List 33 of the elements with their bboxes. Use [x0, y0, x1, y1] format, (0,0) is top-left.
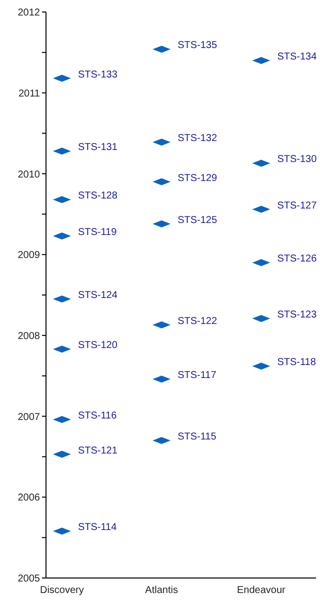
annotation: STS-132 [178, 133, 218, 144]
annotation: STS-128 [78, 190, 118, 202]
y-tick-label: 2005 [18, 574, 40, 585]
y-tick-label: 2008 [18, 330, 40, 342]
annotation: STS-134 [277, 52, 318, 63]
annotation: STS-124 [78, 290, 118, 302]
y-tick-label: 2012 [18, 8, 40, 19]
annotation: STS-117 [178, 370, 217, 382]
annotation: STS-116 [78, 410, 118, 422]
annotation: STS-115 [178, 432, 217, 443]
annotation: STS-133 [78, 69, 118, 80]
x-tick-label: Atlantis [145, 585, 178, 596]
annotation: STS-122 [178, 316, 218, 327]
annotation: STS-131 [78, 142, 118, 154]
x-tick-label: Discovery [40, 585, 84, 596]
annotation: STS-135 [178, 40, 218, 52]
annotation: STS-129 [178, 172, 218, 184]
annotation: STS-123 [277, 309, 318, 320]
annotation: STS-121 [78, 445, 118, 456]
annotation: STS-114 [78, 522, 118, 534]
y-tick-label: 2007 [18, 412, 40, 423]
annotation: STS-127 [277, 200, 318, 212]
annotation: STS-126 [277, 254, 318, 265]
annotation: STS-120 [78, 340, 118, 352]
y-tick-label: 2006 [18, 492, 40, 504]
x-tick-label: Endeavour [237, 585, 286, 596]
annotation: STS-125 [178, 214, 218, 226]
y-tick-label: 2009 [18, 250, 40, 262]
y-tick-label: 2010 [18, 169, 40, 180]
annotation: STS-130 [277, 154, 318, 166]
annotation: STS-119 [78, 226, 118, 238]
annotation: STS-118 [277, 357, 316, 368]
y-tick-label: 2011 [18, 88, 40, 100]
